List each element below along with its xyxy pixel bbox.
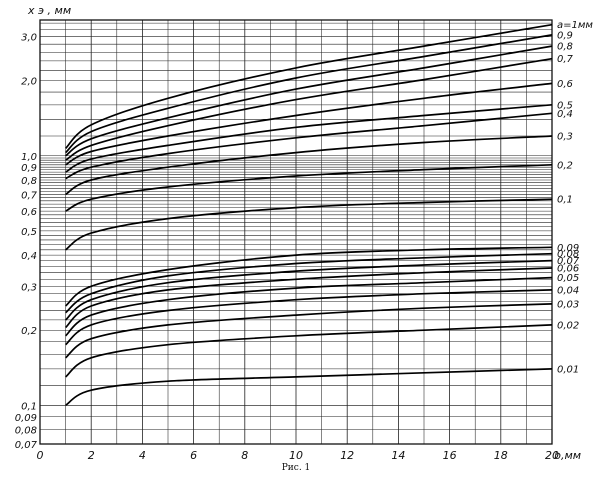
- series-label: 0,4: [557, 109, 573, 120]
- y-tick-label: 0,4: [21, 251, 37, 262]
- series-label: 0,6: [557, 79, 573, 90]
- y-tick-label: 2,0: [21, 77, 37, 88]
- series-label: 0,8: [557, 42, 573, 53]
- series-label: 0,03: [557, 299, 579, 310]
- series-label: 0,09: [557, 243, 579, 254]
- y-tick-label: 0,5: [21, 227, 37, 238]
- series-label: 0,02: [557, 320, 579, 331]
- series-line: [65, 252, 553, 314]
- y-axis-label: x э , мм: [27, 4, 71, 17]
- series-label: 0,7: [557, 54, 574, 65]
- x-tick-label: 10: [289, 449, 303, 462]
- x-tick-label: 16: [443, 449, 457, 462]
- series-line: [65, 45, 553, 157]
- series-label: 0,2: [557, 160, 573, 171]
- series-label: 0,9: [557, 30, 573, 41]
- x-tick-label: 0: [37, 449, 44, 462]
- series-line: [65, 82, 553, 166]
- series-label: 0,07: [557, 256, 580, 267]
- series-line: [65, 112, 553, 180]
- x-tick-labels: 0 2 4 6 8 10 12 14 16 18 20: [37, 449, 560, 462]
- series-label: 0,3: [557, 132, 573, 143]
- x-tick-label: 14: [391, 449, 405, 462]
- y-tick-label: 0,09: [15, 413, 37, 424]
- series-line: [64, 23, 553, 150]
- y-tick-label: 0,2: [21, 326, 37, 337]
- x-tick-label: 8: [241, 449, 248, 462]
- y-tick-label: 0,9: [21, 163, 37, 174]
- series-line: [65, 57, 553, 161]
- y-tick-label: 0,1: [21, 401, 37, 412]
- y-tick-label: 0,07: [15, 440, 38, 451]
- series-line: [65, 135, 553, 196]
- x-tick-label: 6: [190, 449, 197, 462]
- series-line: [65, 324, 553, 378]
- grid: [39, 19, 553, 445]
- series-line: [65, 267, 553, 329]
- y-tick-label: 0,3: [21, 282, 37, 293]
- series-line: [65, 103, 553, 173]
- series-line: [65, 289, 553, 346]
- series-label: 0,1: [557, 195, 573, 206]
- series-label: 0,06: [557, 264, 579, 275]
- series-line: [65, 368, 553, 407]
- x-tick-label: 2: [88, 449, 95, 462]
- x-axis-label: b,мм: [554, 449, 581, 462]
- series-line: [65, 303, 553, 359]
- series-label: 0,5: [557, 100, 573, 111]
- series-group: [64, 23, 553, 407]
- series-label: 0,04: [557, 285, 579, 296]
- y-tick-label: 1,0: [21, 152, 37, 163]
- series-label: 0,01: [557, 364, 579, 375]
- y-tick-label: 0,6: [21, 207, 37, 218]
- series-line: [65, 198, 553, 251]
- figure-caption: Рис. 1: [282, 463, 311, 473]
- y-tick-label: 0,8: [21, 176, 37, 187]
- x-tick-label: 20: [545, 449, 559, 462]
- series-line: [65, 34, 553, 154]
- series-label: 0,08: [557, 249, 579, 260]
- x-tick-label: 4: [139, 449, 146, 462]
- x-tick-label: 12: [340, 449, 354, 462]
- y-tick-label: 3,0: [21, 33, 37, 44]
- series-line: [65, 259, 553, 321]
- y-tick-label: 0,08: [15, 426, 37, 437]
- plot-frame: [39, 19, 553, 445]
- series-label: 0,05: [557, 273, 579, 284]
- y-tick-labels: 3,0 2,0 1,00,9 0,8 0,7 0,6 0,5 0,4 0,3 0,2 0,10,09…: [15, 33, 38, 451]
- y-tick-label: 0,7: [21, 190, 38, 201]
- series-line: [65, 163, 553, 212]
- x-tick-label: 18: [494, 449, 508, 462]
- series-label: a=1мм: [557, 20, 593, 31]
- series-line: [65, 246, 553, 307]
- series-line: [65, 276, 553, 337]
